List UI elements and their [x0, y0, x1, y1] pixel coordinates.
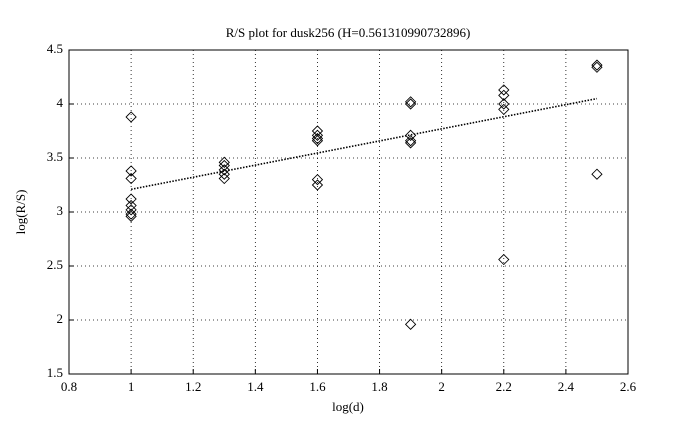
- y-tick-label: 2: [57, 311, 64, 326]
- data-point: [591, 168, 603, 180]
- data-point: [125, 193, 137, 205]
- data-point: [311, 129, 324, 141]
- y-tick-label: 3: [57, 203, 64, 218]
- data-point: [404, 137, 417, 149]
- data-point: [498, 89, 510, 101]
- data-point: [404, 96, 417, 108]
- fit-line: [130, 97, 598, 191]
- x-tick-label: 1.4: [247, 379, 264, 394]
- x-tick-label: 1.8: [371, 379, 387, 394]
- data-point: [125, 208, 137, 220]
- y-tick-label: 4: [57, 95, 64, 110]
- y-tick-label: 1.5: [47, 365, 63, 380]
- x-tick-label: 2.4: [558, 379, 575, 394]
- data-point: [218, 159, 230, 172]
- data-point: [498, 103, 510, 116]
- y-axis-label: log(R/S): [13, 190, 28, 235]
- data-point: [218, 156, 230, 168]
- y-tick-label: 2.5: [47, 257, 63, 272]
- data-point: [311, 132, 324, 145]
- data-point: [311, 173, 324, 186]
- data-point: [404, 318, 417, 330]
- x-tick-label: 0.8: [61, 379, 77, 394]
- x-tick-label: 1.2: [185, 379, 201, 394]
- x-tick-label: 2: [438, 379, 445, 394]
- data-point: [591, 59, 603, 71]
- data-point: [218, 164, 230, 176]
- x-tick-label: 2.2: [496, 379, 512, 394]
- x-tick-label: 1.6: [309, 379, 326, 394]
- data-point: [404, 135, 417, 147]
- y-tick-label: 3.5: [47, 149, 63, 164]
- data-point: [125, 111, 137, 123]
- x-tick-label: 1: [128, 379, 135, 394]
- data-point: [404, 98, 417, 110]
- data-point: [125, 210, 137, 222]
- x-tick-label: 2.6: [620, 379, 637, 394]
- plot-area: [68, 49, 629, 375]
- data-point: [218, 172, 230, 185]
- data-point: [311, 135, 324, 147]
- data-point: [125, 165, 137, 177]
- data-point: [125, 172, 137, 185]
- data-point: [125, 199, 137, 212]
- data-point: [591, 61, 603, 73]
- chart-title: R/S plot for dusk256 (H=0.56131099073289…: [226, 25, 471, 40]
- data-point: [125, 204, 137, 216]
- data-point: [498, 253, 510, 266]
- data-point: [498, 98, 510, 110]
- y-tick-label: 4.5: [47, 41, 63, 56]
- data-point: [498, 84, 510, 96]
- data-point: [311, 179, 324, 191]
- x-axis-label: log(d): [332, 399, 364, 414]
